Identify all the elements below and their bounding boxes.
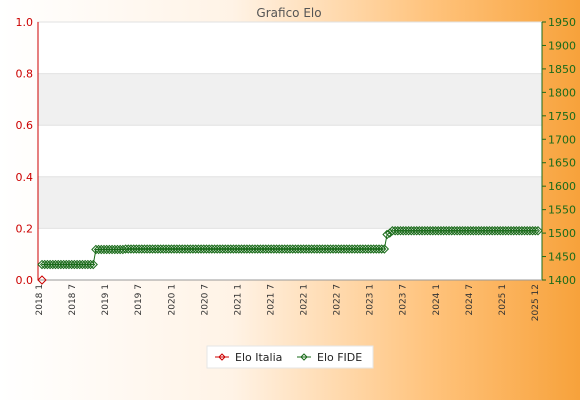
y-left-tick-label: 0.0 xyxy=(16,274,34,287)
x-tick-label: 2025 12 xyxy=(531,284,541,321)
y-right-tick-label: 1950 xyxy=(548,16,576,29)
x-tick-label: 2025 1 xyxy=(498,284,508,316)
chart-title: Grafico Elo xyxy=(256,6,321,20)
legend-box xyxy=(206,345,374,369)
plot-background xyxy=(37,21,543,281)
y-right-tick-label: 1400 xyxy=(548,274,576,287)
legend[interactable]: Elo Italia Elo FIDE xyxy=(206,345,374,369)
x-tick-label: 2018 7 xyxy=(68,284,78,316)
y-right-tick-label: 1750 xyxy=(548,110,576,123)
x-tick-label: 2022 7 xyxy=(333,284,343,316)
y-right-tick-label: 1900 xyxy=(548,39,576,52)
y-axis-left: 0.0 0.2 0.4 0.6 0.8 1.0 xyxy=(16,16,39,287)
x-tick-label: 2024 1 xyxy=(432,284,442,316)
data-point xyxy=(376,244,387,254)
x-tick-label: 2020 1 xyxy=(167,284,177,316)
x-tick-label: 2020 7 xyxy=(200,284,210,316)
legend-swatch-marker xyxy=(300,353,308,361)
data-point xyxy=(379,244,390,254)
y-right-tick-label: 1650 xyxy=(548,157,576,170)
legend-item-elo-italia[interactable]: Elo Italia xyxy=(215,351,282,364)
x-tick-label: 2019 1 xyxy=(101,284,111,316)
x-axis: 2018 1 2018 7 2019 1 2019 7 2020 1 2020 7 2021… xyxy=(35,279,542,321)
data-point xyxy=(85,259,96,270)
data-point xyxy=(533,226,543,236)
plot-band xyxy=(38,176,542,229)
x-tick-label: 2023 7 xyxy=(399,284,409,316)
x-tick-label: 2019 7 xyxy=(134,284,144,316)
data-point xyxy=(88,259,98,270)
y-left-tick-label: 1.0 xyxy=(16,16,34,29)
x-tick-label: 2022 1 xyxy=(300,284,310,316)
legend-swatch-marker xyxy=(218,353,226,361)
y-left-tick-label: 0.4 xyxy=(16,171,34,184)
x-tick-label: 2023 1 xyxy=(366,284,376,316)
data-point xyxy=(382,229,392,240)
y-left-tick-label: 0.8 xyxy=(16,68,34,81)
y-right-tick-label: 1700 xyxy=(548,133,576,146)
y-axis-right: 1400 1450 1500 1550 1600 1650 1700 1750 1800 1850… xyxy=(541,16,576,287)
y-right-tick-label: 1550 xyxy=(548,204,576,217)
y-left-tick-label: 0.2 xyxy=(16,222,34,235)
x-tick-label: 2021 7 xyxy=(266,284,276,316)
legend-item-elo-fide[interactable]: Elo FIDE xyxy=(297,351,362,364)
plot-band xyxy=(38,73,542,126)
legend-label: Elo FIDE xyxy=(317,351,362,364)
series-group xyxy=(37,226,543,285)
y-right-tick-label: 1850 xyxy=(548,63,576,76)
plot-area xyxy=(37,21,543,281)
legend-label: Elo Italia xyxy=(235,351,282,364)
x-tick-label: 2021 1 xyxy=(233,284,243,316)
y-right-tick-label: 1600 xyxy=(548,180,576,193)
y-right-tick-label: 1800 xyxy=(548,86,576,99)
data-point xyxy=(37,275,47,285)
x-tick-label: 2024 7 xyxy=(465,284,475,316)
y-right-tick-label: 1450 xyxy=(548,251,576,264)
x-tick-label: 2018 1 xyxy=(35,284,45,316)
data-point xyxy=(530,226,541,236)
y-left-tick-label: 0.6 xyxy=(16,119,34,132)
y-right-tick-label: 1500 xyxy=(548,227,576,240)
